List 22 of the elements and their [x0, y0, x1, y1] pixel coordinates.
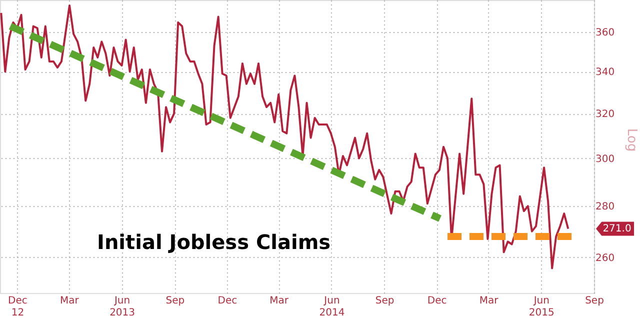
y-tick-label: 280 [596, 202, 615, 213]
x-tick-label: Jun 2013 [110, 296, 136, 318]
x-tick-label: Jun 2014 [319, 296, 345, 318]
text: Initial Jobless Claims [97, 230, 331, 254]
y-axis-title: Log [624, 128, 639, 152]
y-tick-label: 260 [596, 252, 615, 264]
x-tick-label: Dec [218, 296, 238, 306]
y-tick-label: 320 [596, 109, 615, 120]
x-tick-label: Dec 12 [8, 296, 28, 318]
x-tick-label: Mar [479, 296, 500, 306]
y-tick-label: 340 [596, 67, 615, 78]
y-tick-label: 300 [596, 154, 615, 165]
x-tick-label: Sep [166, 296, 185, 306]
y-tick-label: 360 [596, 27, 615, 38]
line-series [0, 4, 570, 270]
x-tick-label: Jun 2015 [528, 296, 554, 318]
x-tick-label: Sep [375, 296, 394, 306]
x-tick-label: Mar [270, 296, 290, 306]
x-tick-label: Mar [60, 296, 80, 306]
annotation: 271.0 [602, 224, 632, 235]
x-tick-label: Dec [427, 296, 447, 306]
x-tick-label: Sep [585, 296, 604, 306]
